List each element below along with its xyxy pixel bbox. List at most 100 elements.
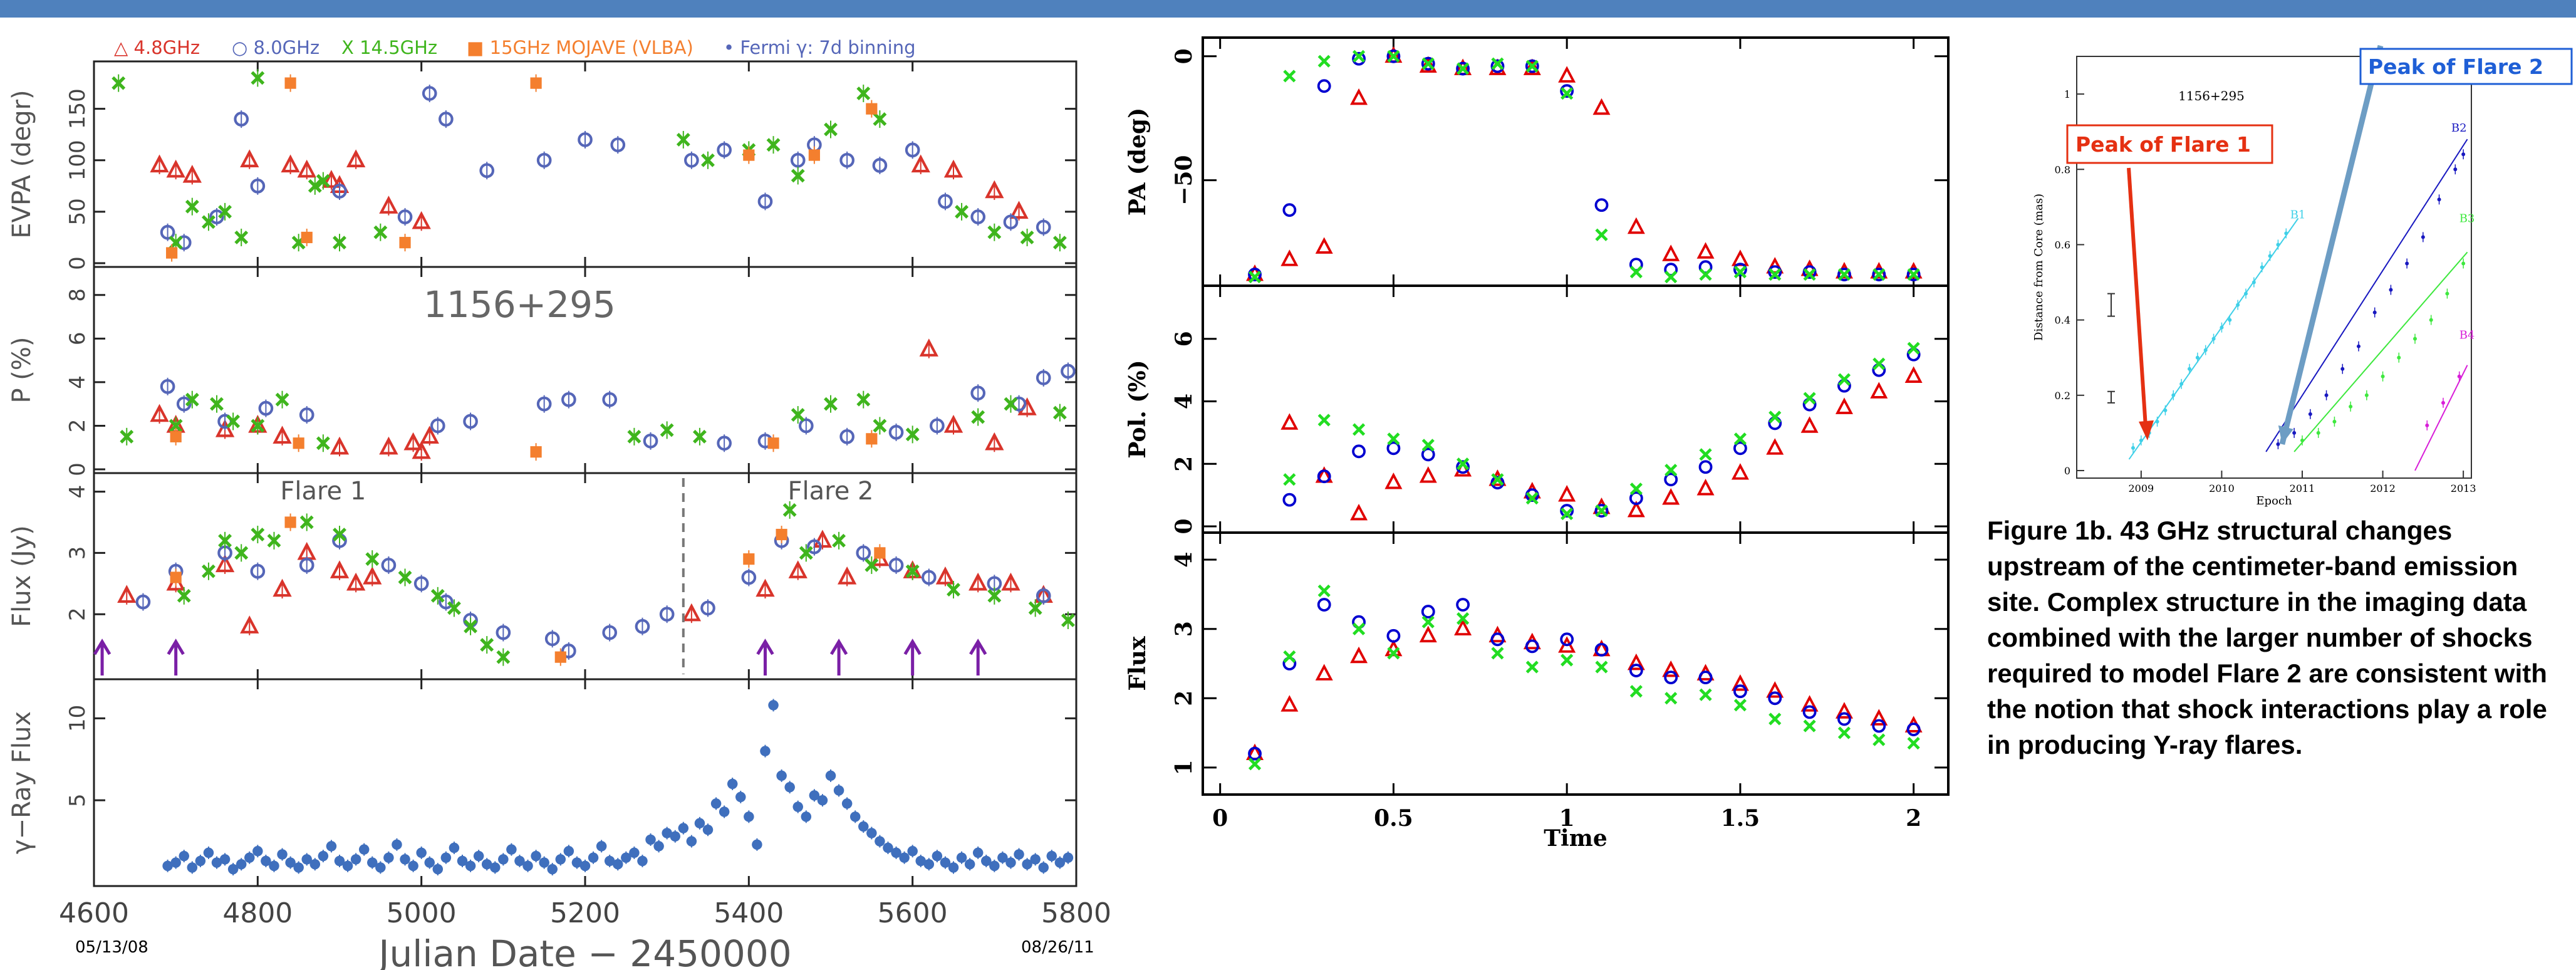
data-point	[1629, 491, 1643, 506]
data-point	[1595, 504, 1608, 518]
data-point	[849, 811, 861, 822]
x-axis-label: Julian Date − 2450000	[377, 932, 791, 970]
data-point	[150, 404, 169, 422]
data-point	[940, 857, 951, 868]
data-point	[571, 857, 583, 868]
data-point	[383, 852, 394, 863]
data-point	[1835, 397, 1853, 414]
data-point	[1768, 712, 1782, 726]
data-point	[363, 566, 382, 585]
data-point	[210, 397, 224, 411]
data-point	[1421, 56, 1435, 71]
data-point	[112, 76, 126, 90]
data-point	[1664, 472, 1678, 487]
data-point	[987, 225, 1002, 239]
data-point	[1062, 852, 1074, 863]
data-point	[1317, 55, 1331, 68]
data-point	[1004, 397, 1018, 411]
y-tick-label: 3	[65, 546, 90, 560]
y-axis-label: P (%)	[8, 336, 36, 403]
data-point	[1280, 695, 1299, 712]
data-point	[2308, 412, 2312, 416]
data-point	[972, 847, 984, 858]
data-point	[744, 811, 754, 822]
x-tick-label: 5000	[387, 897, 457, 929]
data-point	[1662, 244, 1680, 261]
data-point	[330, 560, 350, 578]
data-point	[985, 432, 1004, 451]
knot-motion-chart: 0 0.2 0.4 0.6 0.8 1 2009 2010 2011 2012 2013 Epoch D…	[2032, 44, 2573, 508]
data-point	[2441, 400, 2445, 405]
x-axis-label: Epoch	[2256, 494, 2292, 508]
x-tick-label: 2	[1906, 805, 1921, 832]
data-point	[790, 152, 806, 168]
fit-line	[2265, 138, 2468, 452]
data-point	[768, 700, 779, 711]
y-tick-label: 150	[65, 88, 90, 129]
data-point	[955, 204, 969, 219]
y-tick-label: 0.6	[2055, 239, 2070, 251]
x-tick-label: 0.5	[1374, 805, 1413, 832]
data-point	[985, 180, 1004, 199]
data-point	[579, 860, 591, 872]
data-point	[662, 828, 672, 838]
data-point	[273, 425, 292, 444]
data-point	[717, 435, 732, 451]
data-point	[776, 528, 787, 541]
callout-arrowhead	[2278, 425, 2293, 444]
data-point	[412, 441, 431, 459]
data-point	[166, 247, 178, 259]
data-point	[365, 552, 380, 566]
data-point	[432, 863, 444, 875]
legend-entry: ■ 15GHz MOJAVE (VLBA)	[467, 37, 693, 58]
data-point	[1907, 268, 1920, 281]
data-point	[627, 429, 641, 444]
data-point	[2276, 242, 2280, 247]
data-point	[809, 790, 820, 801]
data-point	[275, 392, 289, 407]
data-point	[285, 857, 296, 868]
data-point	[399, 237, 411, 249]
data-point	[1457, 62, 1470, 75]
data-point	[1317, 414, 1331, 427]
data-point	[1317, 584, 1331, 598]
data-point	[1490, 632, 1505, 647]
data-point	[430, 588, 445, 603]
shock-arrow	[167, 639, 185, 675]
error-bar-glyph	[2107, 390, 2115, 404]
data-point	[1387, 432, 1400, 446]
x-tick-label: 4800	[222, 897, 293, 929]
data-point	[935, 566, 955, 585]
data-point	[801, 811, 812, 822]
data-point	[2131, 446, 2135, 450]
data-point	[1560, 632, 1574, 647]
data-point	[1315, 237, 1333, 254]
data-point	[1766, 438, 1784, 455]
data-point	[496, 650, 511, 664]
callout-arrow	[2127, 167, 2148, 427]
data-point	[160, 224, 175, 240]
data-point	[1352, 444, 1366, 459]
data-point	[621, 852, 631, 863]
data-point	[2220, 325, 2224, 330]
y-tick-label: 0.4	[2055, 315, 2070, 326]
data-point	[162, 860, 173, 872]
x-tick-label: 1.5	[1721, 805, 1760, 832]
data-point	[334, 855, 345, 867]
data-point	[267, 533, 281, 548]
data-point	[839, 429, 854, 444]
data-point	[1384, 472, 1403, 489]
data-point	[379, 196, 398, 214]
data-point	[179, 850, 189, 862]
y-tick-label: 0	[1171, 48, 1197, 64]
x-tick-label: 5200	[550, 897, 620, 929]
data-point	[1872, 268, 1886, 281]
data-point	[604, 855, 615, 867]
data-point	[203, 847, 214, 858]
data-point	[1317, 598, 1331, 612]
data-point	[1315, 664, 1333, 681]
y-tick-label: 4	[1171, 394, 1197, 409]
y-axis-label: γ−Ray Flux	[8, 711, 36, 854]
data-point	[1872, 268, 1886, 282]
data-point	[182, 164, 202, 183]
